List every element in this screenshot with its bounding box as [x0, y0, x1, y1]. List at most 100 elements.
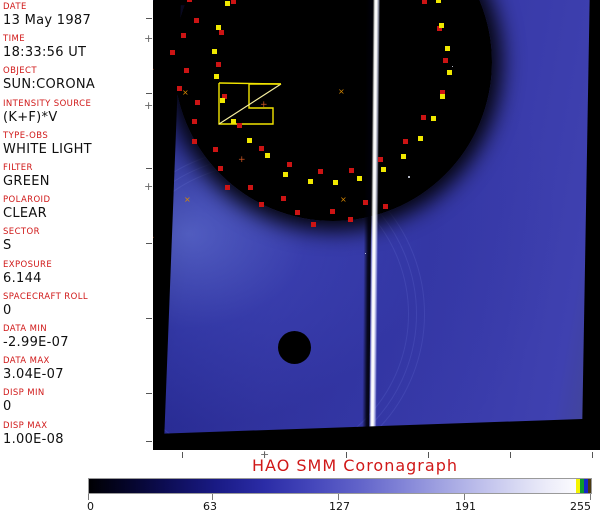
star-point [365, 253, 366, 254]
metadata-label: SPACECRAFT ROLL [3, 291, 88, 302]
metadata-label: POLAROID [3, 195, 51, 206]
marker-yellow [213, 73, 219, 79]
metadata-label: INTENSITY SOURCE [3, 98, 92, 109]
marker-red [170, 49, 176, 55]
metadata-value: (K+F)*V [3, 109, 58, 125]
marker-yellow [307, 178, 313, 184]
metadata-entry: POLAROID CLEAR [3, 195, 147, 222]
metadata-value: GREEN [3, 174, 50, 189]
marker-yellow [246, 138, 252, 144]
polygon-outline-top [218, 82, 282, 85]
marker-yellow [439, 93, 445, 99]
metadata-label: FILTER [3, 163, 33, 173]
colorbar-tick-label: 191 [454, 500, 476, 513]
axis-tick-left [146, 168, 152, 169]
marker-red [280, 195, 286, 201]
axis-tick-left [146, 18, 152, 19]
marker-yellow [225, 0, 231, 6]
metadata-value: 0 [3, 302, 12, 318]
axis-tick-left [146, 93, 152, 94]
marker-yellow [212, 49, 218, 55]
marker-red [194, 18, 200, 24]
metadata-entry: SECTOR S [3, 227, 147, 254]
marker-yellow [216, 24, 222, 30]
metadata-value: 18:33:56 UT [3, 45, 87, 61]
colorbar-stripe [576, 479, 580, 493]
marker-red [377, 157, 383, 163]
metadata-entry: EXPOSURE 6.144 [3, 260, 147, 287]
marker-red [217, 165, 223, 171]
marker-red [194, 99, 200, 105]
marker-red [402, 139, 408, 145]
marker-cross: × [340, 195, 347, 204]
axis-cross-bottom: + [260, 448, 270, 461]
marker-yellow [282, 172, 288, 178]
marker-cross: × [338, 87, 345, 96]
colorbar-tick-label: 0 [87, 500, 94, 513]
metadata-value: WHITE LIGHT [3, 141, 92, 157]
marker-red [436, 26, 442, 32]
marker-cross: × [182, 88, 189, 97]
colorbar-stripe [588, 479, 591, 493]
marker-red [184, 67, 190, 73]
metadata-value: 0 [3, 399, 12, 415]
marker-yellow [438, 23, 444, 29]
metadata-panel: DATE 13 May 1987 TIME 18:33:56 UT OBJECT SUN:… [0, 0, 147, 450]
polygon-diagonal [218, 83, 282, 125]
marker-red [294, 209, 300, 215]
plot-title: HAO SMM Coronagraph [252, 456, 458, 475]
marker-red [363, 200, 369, 206]
axis-tick-bottom [592, 452, 593, 458]
colorbar-tick [337, 494, 339, 500]
metadata-value: 6.144 [3, 270, 42, 286]
marker-red [382, 204, 388, 210]
metadata-entry: TIME 18:33:56 UT [3, 34, 147, 61]
star-point [452, 66, 453, 67]
metadata-value: -2.99E-07 [3, 335, 69, 350]
metadata-label: DATA MIN [3, 324, 47, 334]
metadata-entry: DATA MIN -2.99E-07 [3, 324, 147, 351]
marker-plus: + [153, 234, 155, 243]
metadata-label: DATE [3, 2, 27, 12]
metadata-entry: OBJECT SUN:CORONA [3, 66, 147, 93]
metadata-label: DISP MIN [3, 388, 45, 399]
axis-tick-left [146, 243, 152, 244]
marker-red [258, 201, 264, 207]
marker-red [422, 0, 428, 4]
colorbar-stripe [580, 479, 584, 493]
metadata-entry: DATA MAX 3.04E-07 [3, 356, 147, 383]
marker-red [187, 0, 193, 3]
marker-yellow [446, 70, 452, 76]
colorbar-tick [463, 494, 465, 500]
marker-red [216, 62, 222, 68]
metadata-entry: TYPE-OBS WHITE LIGHT [3, 131, 147, 158]
metadata-label: EXPOSURE [3, 259, 53, 270]
metadata-entry: DISP MAX 1.00E-08 [3, 421, 147, 448]
star-point [408, 176, 410, 178]
marker-red [317, 169, 323, 175]
axis-cross-left: + [144, 99, 154, 112]
metadata-label: SECTOR [3, 227, 40, 238]
marker-yellow [265, 153, 271, 159]
metadata-label: OBJECT [3, 66, 37, 77]
metadata-value: 1.00E-08 [3, 431, 64, 447]
marker-red [181, 32, 187, 38]
metadata-entry: FILTER GREEN [3, 163, 147, 190]
marker-red [177, 86, 183, 92]
axis-tick-left [146, 318, 152, 319]
marker-red [192, 119, 198, 125]
metadata-label: TIME [3, 34, 26, 45]
coronagraph-image[interactable]: × × × × + + + + [153, 0, 600, 450]
marker-red [222, 94, 228, 100]
axis-tick-left [146, 393, 152, 394]
marker-yellow [431, 116, 437, 122]
metadata-value: CLEAR [3, 206, 47, 222]
axis-tick-bottom [264, 452, 265, 458]
metadata-value: 13 May 1987 [3, 13, 92, 28]
metadata-entry: SPACECRAFT ROLL 0 [3, 292, 147, 319]
colorbar[interactable] [88, 478, 592, 494]
colorbar-tick-label: 63 [202, 500, 217, 513]
dark-artifact-blob [278, 331, 311, 364]
axis-cross-left: + [144, 32, 154, 45]
